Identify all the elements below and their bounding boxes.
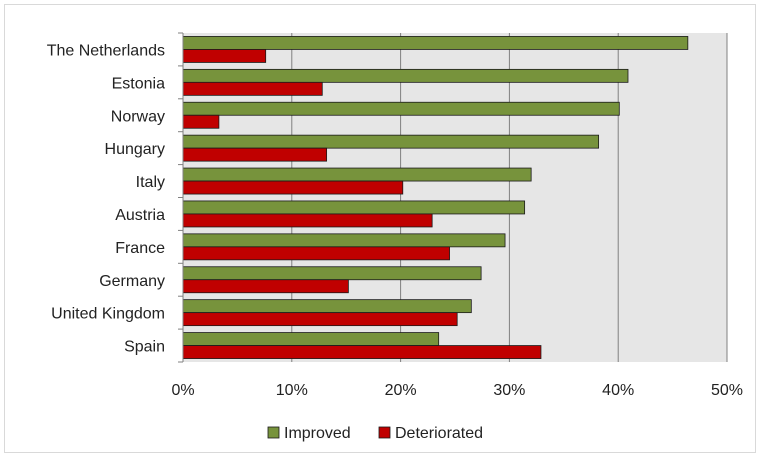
bar-deteriorated-united-kingdom — [182, 312, 458, 327]
bar-deteriorated-the-netherlands — [182, 49, 267, 63]
bar-improved-united-kingdom — [182, 299, 472, 314]
category-label-estonia: Estonia — [112, 75, 165, 92]
x-tick-labels: 0% 10% 20% 30% 40% 50% — [171, 382, 743, 399]
category-label-germany: Germany — [99, 273, 165, 290]
category-label-norway: Norway — [111, 108, 165, 125]
bar-improved-estonia — [182, 68, 629, 83]
category-label-the-netherlands: The Netherlands — [47, 42, 165, 59]
bar-improved-hungary — [182, 134, 600, 149]
x-tick-label-40: 40% — [602, 382, 634, 399]
bar-deteriorated-estonia — [182, 81, 323, 96]
legend-swatch-improved — [267, 426, 280, 439]
category-label-spain: Spain — [124, 339, 165, 356]
bar-deteriorated-france — [182, 246, 450, 261]
bar-improved-italy — [182, 167, 532, 182]
bar-deteriorated-italy — [182, 180, 404, 195]
bar-deteriorated-germany — [182, 279, 349, 294]
category-label-hungary: Hungary — [105, 141, 165, 158]
legend-swatch-deteriorated — [378, 426, 391, 439]
category-label-austria: Austria — [115, 207, 165, 224]
x-tick-label-50: 50% — [711, 382, 743, 399]
x-tick-label-30: 30% — [493, 382, 525, 399]
category-label-france: France — [115, 240, 165, 257]
bar-improved-austria — [182, 200, 526, 215]
bar-improved-the-netherlands — [182, 36, 689, 50]
bars — [182, 36, 689, 359]
category-label-italy: Italy — [136, 174, 165, 191]
bar-improved-france — [182, 233, 506, 248]
legend: Improved Deteriorated — [267, 425, 483, 442]
bar-deteriorated-spain — [182, 345, 542, 359]
category-label-united-kingdom: United Kingdom — [51, 306, 165, 323]
x-tick-label-20: 20% — [385, 382, 417, 399]
x-tick-label-10: 10% — [276, 382, 308, 399]
bar-improved-norway — [182, 101, 620, 116]
y-axis-ticks — [178, 32, 183, 363]
bar-deteriorated-austria — [182, 213, 433, 228]
bar-improved-spain — [182, 332, 440, 346]
legend-label-deteriorated: Deteriorated — [395, 425, 483, 442]
bar-deteriorated-norway — [182, 114, 220, 129]
legend-label-improved: Improved — [284, 425, 351, 442]
bar-deteriorated-hungary — [182, 147, 328, 162]
bar-improved-germany — [182, 266, 482, 281]
category-labels: The Netherlands Estonia Norway Hungary Italy… — [47, 42, 165, 355]
x-tick-label-0: 0% — [171, 382, 194, 399]
